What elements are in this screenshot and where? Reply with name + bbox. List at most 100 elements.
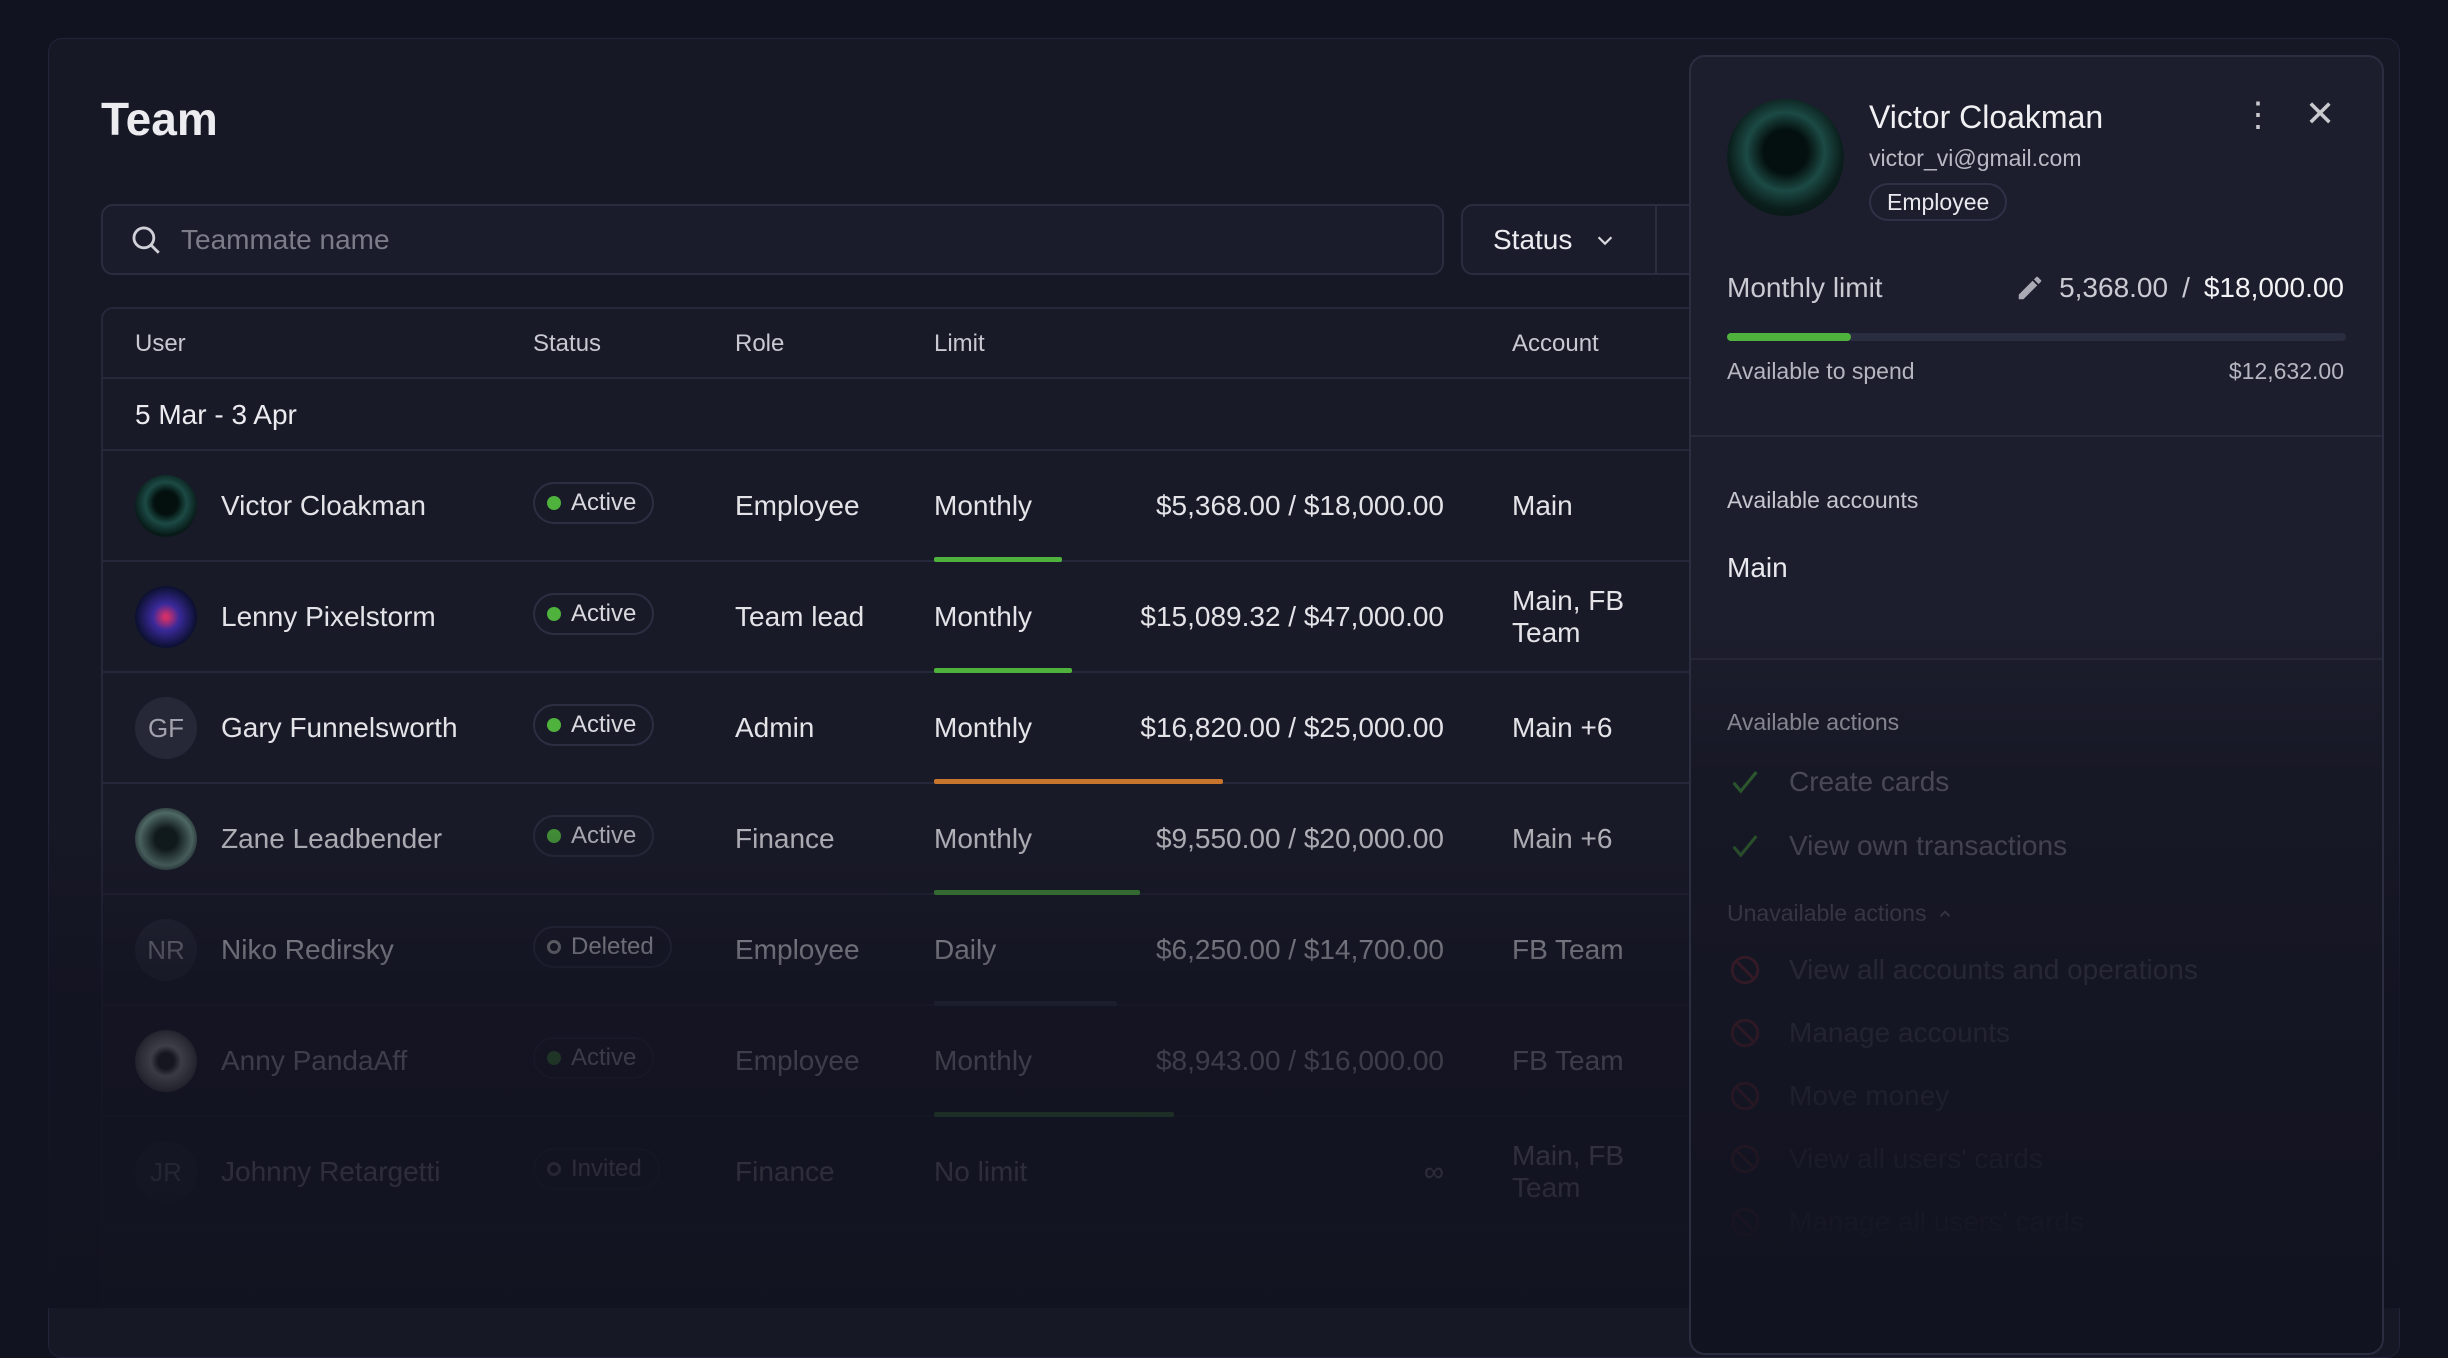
limit-amount: $8,943.00 / $16,000.00 (1155, 1045, 1444, 1076)
actions-title: Available actions (1727, 709, 1900, 735)
status-text: Active (571, 1044, 637, 1071)
status-dot (547, 1051, 561, 1065)
available-label: Available to spend (1727, 358, 1915, 384)
chevron-down-icon (1598, 235, 1613, 245)
status-dot (547, 1162, 561, 1176)
avatar (135, 808, 197, 870)
action-label: Move money (1789, 1080, 1950, 1111)
limit-value: 5,368.00 / $18,000.00 (2015, 272, 2344, 304)
search-field[interactable] (101, 204, 1444, 275)
pencil-icon[interactable] (2015, 273, 2045, 303)
period-label: 5 Mar - 3 Apr (135, 399, 297, 430)
unavailable-action: Move money (1727, 1079, 1949, 1113)
status-badge: Active (533, 1037, 655, 1079)
user-name: Niko Redirsky (221, 934, 394, 965)
panel-user-name: Victor Cloakman (1869, 99, 2104, 135)
limit-progress-bar (1727, 333, 2346, 341)
account-text: Main, FB Team (1512, 1139, 1625, 1203)
action-label: Create cards (1789, 766, 1950, 797)
table-row[interactable]: Zane Leadbender Active Finance Monthly $… (103, 784, 1719, 895)
avatar: GF (135, 697, 197, 759)
limit-amount: $6,250.00 / $14,700.00 (1155, 934, 1444, 965)
role: Finance (735, 823, 835, 854)
user-name: Victor Cloakman (221, 490, 426, 521)
status-text: Active (571, 711, 637, 738)
table-row[interactable]: NR Niko Redirsky Deleted Employee Daily … (103, 895, 1719, 1006)
limit-progress-bar (934, 557, 1062, 562)
user-name: Lenny Pixelstorm (221, 601, 436, 632)
search-input[interactable] (181, 223, 1381, 256)
account-text: FB Team (1512, 1044, 1624, 1076)
table-header: User Status Role Limit Account (103, 309, 1719, 379)
forbidden-icon (1727, 1016, 1763, 1050)
column-user[interactable]: User (135, 330, 186, 357)
account-text: Main +6 (1512, 822, 1613, 854)
forbidden-icon (1727, 1079, 1763, 1113)
unavailable-actions-toggle[interactable]: Unavailable actions (1727, 900, 1954, 927)
forbidden-icon (1727, 1205, 1763, 1239)
table-row[interactable]: GF Gary Funnelsworth Active Admin Monthl… (103, 673, 1719, 784)
account-text: Main (1512, 489, 1573, 521)
action-label: Manage accounts (1789, 1017, 2011, 1048)
account: Main +6 (1512, 673, 1677, 782)
unavailable-action: Manage all users' cards (1727, 1205, 2084, 1239)
column-account[interactable]: Account (1512, 330, 1599, 357)
user-name: Gary Funnelsworth (221, 712, 458, 743)
unavailable-action: View all accounts and operations (1727, 953, 2198, 987)
limit-progress-bar (934, 779, 1223, 784)
account: FB Team (1512, 1006, 1677, 1115)
action-label: View own transactions (1789, 830, 2068, 861)
limit-period: Monthly (934, 601, 1033, 632)
column-limit[interactable]: Limit (934, 330, 985, 357)
limit-progress-fill (1727, 333, 1851, 341)
action-label: Manage all users' cards (1789, 1206, 2084, 1237)
role: Employee (735, 934, 860, 965)
role-badge: Employee (1869, 183, 2008, 221)
limit-spent: 5,368.00 (2059, 272, 2169, 303)
search-icon (132, 226, 160, 254)
avatar (1727, 99, 1844, 216)
table-row[interactable]: Victor Cloakman Active Employee Monthly … (103, 451, 1719, 562)
divider (1691, 658, 2382, 660)
status-filter-button[interactable]: Status (1461, 204, 1721, 275)
column-status[interactable]: Status (533, 330, 602, 357)
account: FB Team (1512, 895, 1677, 1004)
forbidden-icon (1727, 953, 1763, 987)
status-badge: Active (533, 815, 655, 857)
more-options-icon[interactable]: ⋮ (2241, 96, 2275, 134)
divider (1691, 435, 2382, 437)
status-text: Active (571, 822, 637, 849)
page-title: Team (101, 93, 218, 145)
table-row[interactable]: JR Johnny Retargetti Invited Finance No … (103, 1117, 1719, 1228)
limit-total: $18,000.00 (2203, 272, 2344, 303)
accounts-title: Available accounts (1727, 487, 1919, 513)
role: Employee (735, 1045, 860, 1076)
limit-separator: / (2182, 272, 2190, 303)
avatar: JR (135, 1141, 197, 1203)
status-dot (547, 940, 561, 954)
available-action: View own transactions (1727, 829, 2067, 863)
avatar (135, 1030, 197, 1092)
user-details-panel: Victor Cloakman victor_vi@gmail.com Empl… (1689, 55, 2384, 1355)
table-row[interactable]: Anny PandaAff Active Employee Monthly $8… (103, 1006, 1719, 1117)
limit-amount: $16,820.00 / $25,000.00 (1140, 712, 1444, 743)
status-badge: Invited (533, 1148, 660, 1190)
account: Main +6 (1512, 784, 1677, 893)
role: Employee (735, 490, 860, 521)
status-text: Deleted (571, 933, 654, 960)
team-table: User Status Role Limit Account 5 Mar - 3… (101, 307, 1721, 1307)
column-role[interactable]: Role (735, 330, 785, 357)
table-row[interactable]: Lenny Pixelstorm Active Team lead Monthl… (103, 562, 1719, 673)
user-name: Anny PandaAff (221, 1045, 408, 1076)
action-label: View all users' cards (1789, 1143, 2043, 1174)
close-icon[interactable]: ✕ (2305, 93, 2336, 134)
status-badge: Active (533, 593, 655, 635)
unavailable-action: Manage accounts (1727, 1016, 2010, 1050)
role: Finance (735, 1156, 835, 1187)
limit-amount: $15,089.32 / $47,000.00 (1140, 601, 1444, 632)
limit-amount: $9,550.00 / $20,000.00 (1155, 823, 1444, 854)
avatar (135, 586, 197, 648)
forbidden-icon (1727, 1142, 1763, 1176)
account-item: Main (1727, 552, 1788, 583)
unavailable-action: View all users' cards (1727, 1142, 2043, 1176)
